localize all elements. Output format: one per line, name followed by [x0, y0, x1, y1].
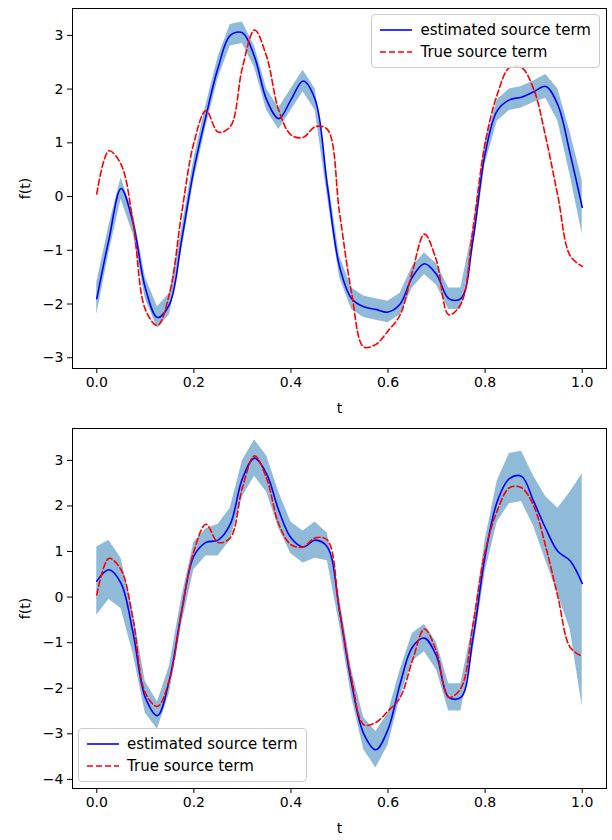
html-text:True source term: True source term: [420, 43, 548, 61]
svg-text:0: 0: [55, 188, 64, 204]
svg-text:−1: −1: [43, 242, 64, 258]
svg-text:−2: −2: [43, 680, 64, 696]
html-text:estimated source term: estimated source term: [420, 21, 591, 39]
svg-text:−1: −1: [43, 634, 64, 650]
svg-text:t: t: [337, 820, 343, 836]
svg-text:2: 2: [55, 81, 64, 97]
html-text:estimated source term: estimated source term: [127, 735, 298, 753]
svg-text:0.4: 0.4: [280, 374, 302, 390]
svg-text:1: 1: [55, 543, 64, 559]
svg-text:1: 1: [55, 134, 64, 150]
svg-text:0.6: 0.6: [377, 794, 399, 810]
svg-text:1.0: 1.0: [571, 794, 593, 810]
svg-text:0.0: 0.0: [86, 794, 108, 810]
svg-text:0.2: 0.2: [183, 374, 205, 390]
html-text:True source term: True source term: [127, 757, 254, 775]
svg-text:3: 3: [55, 27, 64, 43]
svg-text:0.4: 0.4: [280, 794, 302, 810]
svg-text:2: 2: [55, 497, 64, 513]
svg-text:0.0: 0.0: [86, 374, 108, 390]
svg-text:−2: −2: [43, 296, 64, 312]
svg-text:0.8: 0.8: [474, 794, 496, 810]
svg-text:0.2: 0.2: [183, 794, 205, 810]
svg-text:−3: −3: [43, 725, 64, 741]
svg-text:t: t: [337, 400, 343, 416]
svg-text:f(t): f(t): [17, 178, 33, 199]
svg-text:f(t): f(t): [17, 598, 33, 619]
svg-text:0.6: 0.6: [377, 374, 399, 390]
svg-text:0: 0: [55, 589, 64, 605]
svg-text:−4: −4: [43, 771, 64, 787]
svg-text:0.8: 0.8: [474, 374, 496, 390]
svg-text:1.0: 1.0: [571, 374, 593, 390]
svg-text:−3: −3: [43, 349, 64, 365]
svg-text:3: 3: [55, 452, 64, 468]
